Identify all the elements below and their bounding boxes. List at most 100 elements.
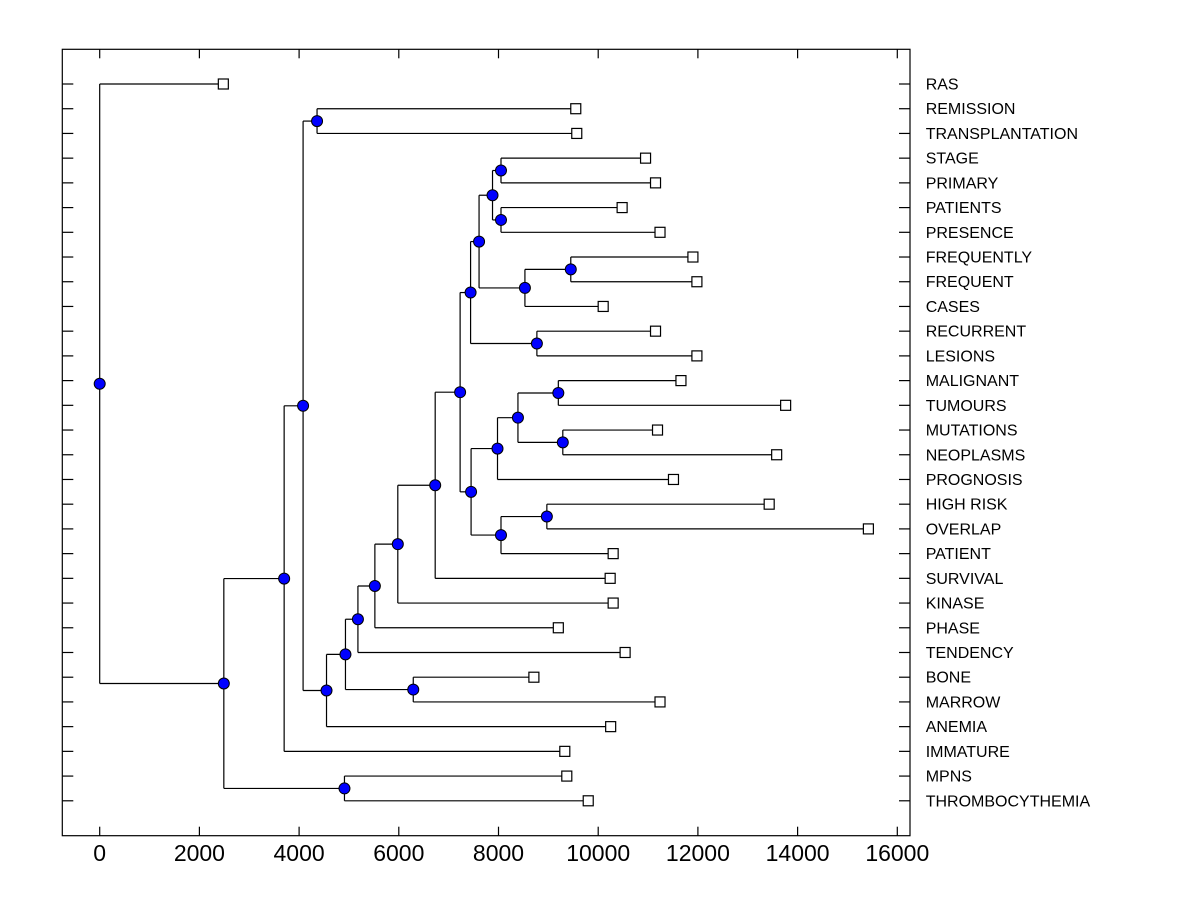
- leaf-label: NEOPLASMS: [926, 447, 1026, 464]
- leaf-marker: [771, 449, 783, 461]
- leaf-marker: [597, 300, 609, 313]
- tree-node-marker: [473, 235, 486, 248]
- leaf-marker: [654, 226, 666, 238]
- plot-border: [61, 48, 911, 837]
- tree-node-marker: [464, 286, 477, 299]
- tree-node-marker: [530, 337, 543, 350]
- x-tick-label: 4000: [274, 840, 325, 866]
- leaf-marker: [616, 201, 628, 214]
- leaf-marker: [780, 399, 792, 411]
- leaf-marker: [552, 622, 564, 634]
- leaf-label: HIGH RISK: [926, 497, 1008, 514]
- tree-node-marker: [93, 377, 106, 390]
- tree-node-marker: [278, 572, 291, 585]
- leaf-marker: [559, 745, 571, 757]
- leaf-label: TUMOURS: [926, 398, 1007, 415]
- leaf-label: REMISSION: [926, 101, 1016, 118]
- tree-node-marker: [217, 677, 230, 690]
- leaf-marker: [639, 152, 652, 164]
- leaf-marker: [763, 498, 775, 510]
- leaf-label: TENDENCY: [926, 645, 1014, 662]
- x-tick-label: 2000: [174, 840, 225, 866]
- leaf-marker: [675, 375, 687, 387]
- tree-node-marker: [465, 485, 478, 498]
- leaf-label: CASES: [926, 299, 980, 316]
- leaf-marker: [649, 325, 662, 337]
- leaf-label: MUTATIONS: [926, 423, 1018, 440]
- leaf-marker: [570, 103, 582, 115]
- leaf-marker: [605, 721, 617, 733]
- leaf-label: RAS: [926, 77, 959, 94]
- leaf-marker: [561, 770, 573, 782]
- tree-node-marker: [351, 613, 364, 626]
- leaf-marker: [582, 795, 594, 807]
- leaf-label: PRESENCE: [926, 225, 1014, 242]
- leaf-label: LESIONS: [926, 348, 995, 365]
- leaf-label: STAGE: [926, 151, 979, 168]
- leaf-label: MARROW: [926, 694, 1002, 711]
- tree-node-marker: [491, 442, 504, 455]
- tree-node-marker: [511, 411, 524, 424]
- leaf-label: SURVIVAL: [926, 571, 1004, 588]
- tree-node-marker: [338, 782, 351, 795]
- leaf-marker: [691, 350, 703, 362]
- leaf-marker: [607, 597, 619, 609]
- leaf-marker: [687, 251, 699, 263]
- tree-node-marker: [564, 263, 577, 276]
- leaf-label: PATIENT: [926, 546, 991, 563]
- leaf-label: RECURRENT: [926, 324, 1027, 341]
- tree-node-marker: [407, 683, 420, 696]
- x-tick-label: 12000: [666, 840, 730, 866]
- x-tick-label: 14000: [766, 840, 830, 866]
- x-tick-label: 16000: [865, 840, 929, 866]
- leaf-marker: [691, 276, 703, 288]
- tree-node-marker: [494, 213, 507, 226]
- leaf-label: PATIENTS: [926, 200, 1002, 217]
- tree-node-marker: [391, 538, 404, 551]
- leaf-label: OVERLAP: [926, 521, 1002, 538]
- leaf-label: TRANSPLANTATION: [926, 126, 1078, 143]
- leaf-label: IMMATURE: [926, 744, 1010, 761]
- leaf-marker: [619, 646, 631, 659]
- leaf-marker: [667, 473, 680, 486]
- tree-node-marker: [320, 684, 333, 697]
- tree-node-marker: [518, 281, 531, 294]
- tree-node-marker: [368, 579, 381, 592]
- tree-node-marker: [494, 529, 507, 542]
- leaf-label: FREQUENTLY: [926, 250, 1033, 267]
- tree-node-marker: [552, 386, 565, 399]
- leaf-label: KINASE: [926, 596, 985, 613]
- tree-node-marker: [339, 648, 352, 661]
- leaf-label: MALIGNANT: [926, 373, 1020, 390]
- x-tick-label: 10000: [566, 840, 630, 866]
- leaf-label: MPNS: [926, 769, 972, 786]
- leaf-marker: [217, 78, 229, 90]
- tree-node-marker: [556, 436, 569, 449]
- leaf-label: FREQUENT: [926, 274, 1014, 291]
- tree-node-marker: [297, 399, 310, 412]
- leaf-marker: [862, 523, 874, 535]
- leaf-label: PROGNOSIS: [926, 472, 1023, 489]
- leaf-label: THROMBOCYTHEMIA: [926, 793, 1091, 810]
- tree-node-marker: [454, 386, 467, 399]
- tree-node-marker: [494, 164, 507, 177]
- leaf-marker: [528, 671, 540, 683]
- tree-node-marker: [486, 189, 499, 202]
- leaf-label: ANEMIA: [926, 719, 988, 736]
- leaf-marker: [604, 572, 616, 584]
- x-tick-label: 6000: [373, 840, 424, 866]
- tree-node-marker: [540, 510, 553, 523]
- tree-node-marker: [429, 479, 442, 492]
- x-tick-label: 0: [93, 840, 106, 866]
- leaf-label: PRIMARY: [926, 175, 999, 192]
- leaf-marker: [654, 696, 666, 708]
- leaf-marker: [651, 424, 664, 436]
- leaf-label: PHASE: [926, 620, 980, 637]
- leaf-marker: [649, 177, 662, 189]
- leaf-marker: [571, 127, 583, 140]
- leaf-label: BONE: [926, 670, 971, 687]
- tree-node-marker: [311, 115, 324, 128]
